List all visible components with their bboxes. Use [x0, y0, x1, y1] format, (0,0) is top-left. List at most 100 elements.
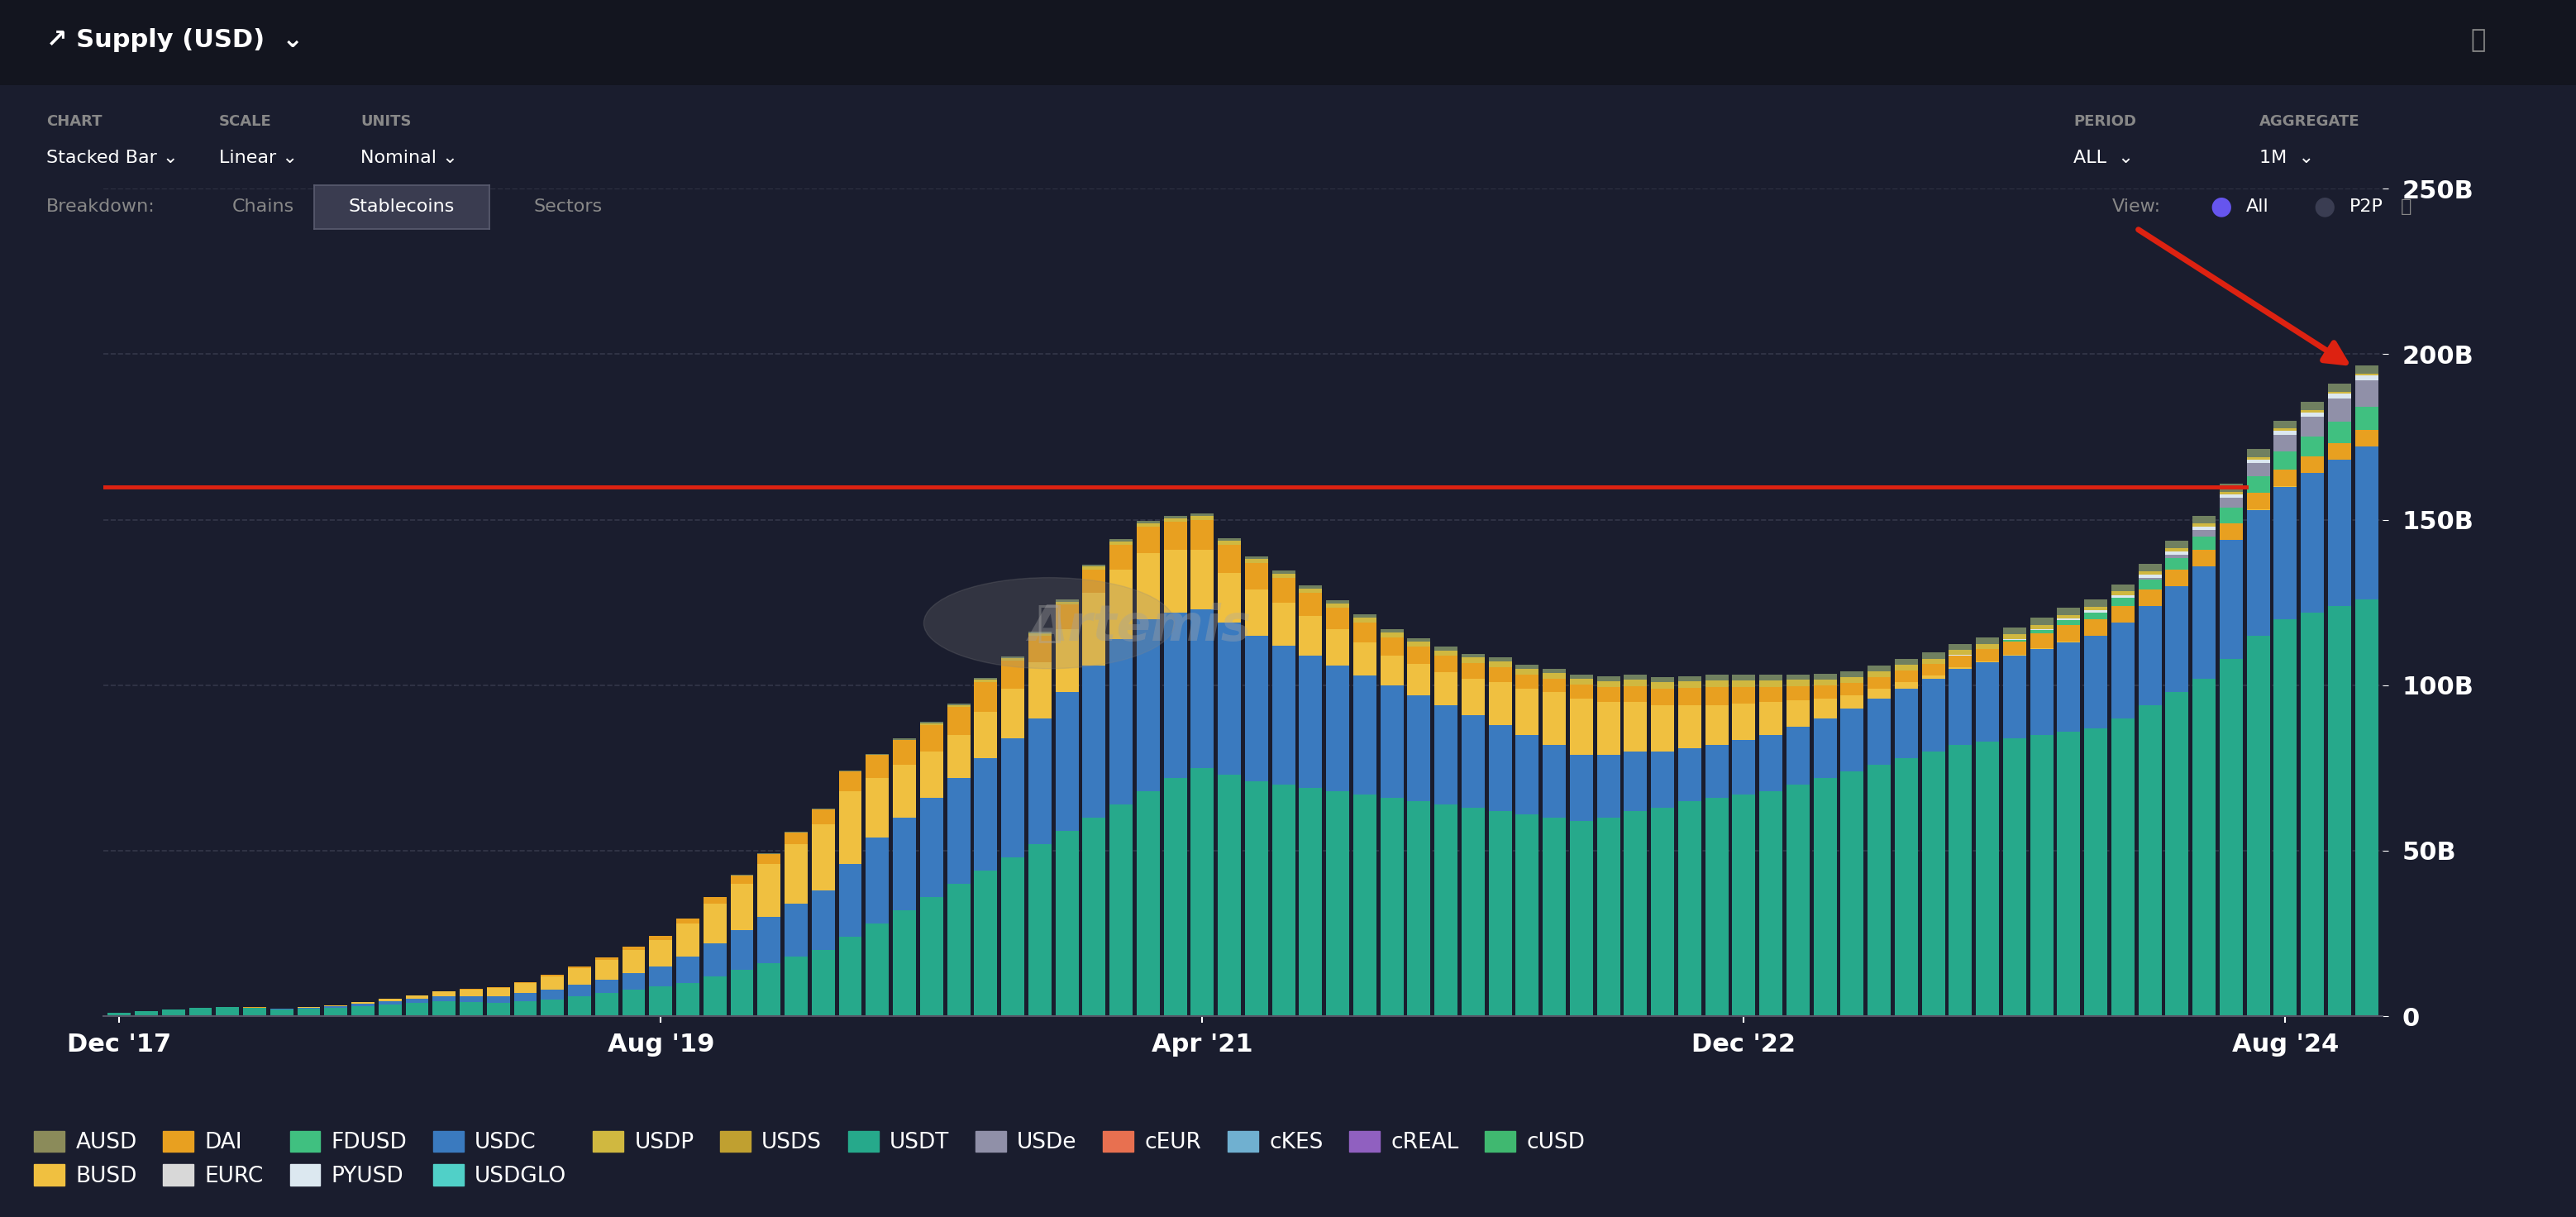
Bar [2166, 555, 2190, 557]
Bar [2300, 473, 2324, 612]
Bar [1002, 658, 1025, 661]
Text: Stablecoins: Stablecoins [348, 198, 456, 215]
Bar [2275, 470, 2298, 487]
Bar [920, 725, 943, 751]
Bar [948, 705, 971, 707]
Bar [1056, 691, 1079, 831]
Bar [1922, 652, 1945, 658]
Bar [974, 758, 997, 870]
Bar [487, 1003, 510, 1016]
Bar [1056, 601, 1079, 604]
Bar [1842, 677, 1862, 683]
Bar [2004, 628, 2027, 634]
Bar [866, 924, 889, 1016]
Bar [1298, 585, 1321, 589]
Bar [1082, 567, 1105, 570]
Bar [1515, 674, 1538, 689]
Bar [1435, 672, 1458, 705]
Bar [1082, 593, 1105, 666]
Bar [1002, 857, 1025, 1016]
Bar [1352, 618, 1376, 622]
Bar [487, 997, 510, 1003]
Bar [2192, 523, 2215, 526]
Bar [1327, 791, 1350, 1016]
Bar [2221, 484, 2244, 492]
Bar [1705, 680, 1728, 686]
Bar [974, 682, 997, 712]
Bar [2112, 598, 2136, 606]
Bar [2329, 606, 2352, 1016]
Bar [1461, 808, 1484, 1016]
Bar [2192, 566, 2215, 679]
Bar [1677, 748, 1700, 801]
Bar [2275, 421, 2298, 428]
Bar [270, 1010, 294, 1016]
Bar [595, 980, 618, 993]
Bar [811, 824, 835, 891]
Bar [703, 897, 726, 904]
Text: Sectors: Sectors [533, 198, 603, 215]
Bar [1597, 680, 1620, 686]
Bar [2192, 679, 2215, 1016]
Bar [1164, 518, 1188, 521]
Bar [649, 940, 672, 966]
Bar [623, 947, 644, 950]
Bar [1814, 673, 1837, 679]
Bar [2138, 606, 2161, 705]
Bar [1056, 604, 1079, 629]
Bar [2030, 629, 2053, 630]
Bar [2112, 606, 2136, 622]
Text: 1M  ⌄: 1M ⌄ [2259, 150, 2313, 167]
Bar [1489, 682, 1512, 725]
Bar [1406, 641, 1430, 646]
Bar [1623, 680, 1646, 686]
Bar [894, 740, 917, 764]
Bar [162, 1010, 185, 1016]
Bar [2112, 718, 2136, 1016]
Bar [920, 897, 943, 1016]
Bar [1597, 755, 1620, 818]
Bar [1028, 718, 1051, 845]
Bar [379, 999, 402, 1002]
Bar [948, 707, 971, 735]
Bar [757, 916, 781, 963]
Bar [1110, 542, 1133, 544]
Bar [1597, 686, 1620, 702]
Bar [1164, 778, 1188, 1016]
Bar [1896, 689, 1917, 758]
Bar [404, 1003, 428, 1016]
Bar [2221, 507, 2244, 523]
Bar [2112, 595, 2136, 598]
Bar [649, 936, 672, 940]
Bar [1190, 514, 1213, 516]
Bar [757, 854, 781, 864]
Bar [2166, 691, 2190, 1016]
Bar [2354, 374, 2378, 375]
Bar [1597, 818, 1620, 1016]
Bar [1788, 727, 1808, 785]
Bar [1842, 772, 1862, 1016]
Bar [974, 680, 997, 682]
Bar [757, 963, 781, 1016]
Bar [404, 999, 428, 1003]
Bar [1136, 553, 1159, 619]
Bar [1218, 538, 1242, 540]
Bar [1028, 633, 1051, 635]
Bar [1352, 615, 1376, 618]
Bar [1244, 781, 1267, 1016]
Bar [2246, 449, 2269, 456]
Bar [1896, 664, 1917, 671]
Bar [325, 1008, 348, 1016]
Bar [1136, 791, 1159, 1016]
Bar [2058, 731, 2081, 1016]
Circle shape [925, 578, 1175, 668]
Bar [1651, 683, 1674, 689]
Bar [840, 791, 863, 864]
Bar [2058, 643, 2081, 731]
Bar [974, 870, 997, 1016]
Bar [1244, 556, 1267, 559]
Bar [677, 983, 698, 1016]
Bar [1842, 695, 1862, 708]
Bar [1381, 656, 1404, 685]
Bar [1435, 656, 1458, 672]
